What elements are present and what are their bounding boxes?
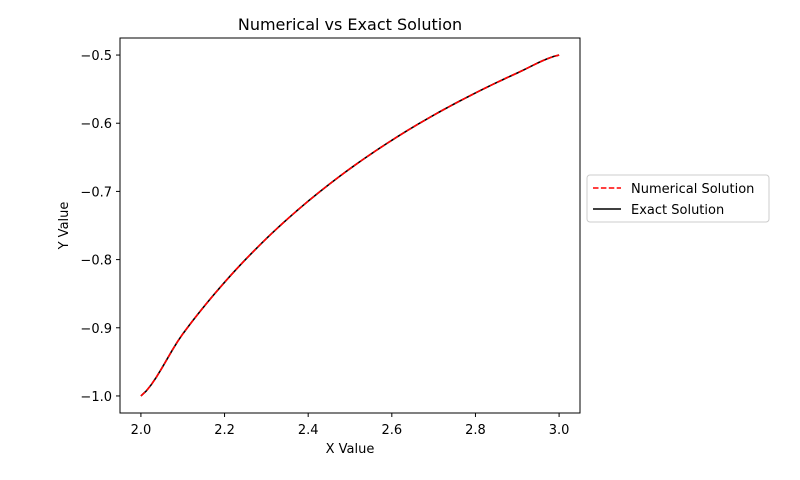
y-tick-label: −0.9 [80,322,112,337]
x-axis-label: X Value [326,442,375,457]
y-tick-label: −0.7 [80,185,112,200]
x-tick-label: 2.2 [214,423,235,438]
chart-title: Numerical vs Exact Solution [238,15,462,34]
x-axis: 2.0 2.2 2.4 2.6 2.8 3.0 [131,413,570,438]
legend-label-numerical: Numerical Solution [631,182,754,197]
plot-frame [119,37,581,414]
y-axis-label: Y Value [57,202,72,251]
series-line-numerical [140,54,560,397]
x-tick-label: 2.0 [131,423,152,438]
x-tick-label: 2.8 [465,423,486,438]
legend-frame [586,174,770,223]
y-tick-label: −0.5 [80,49,112,64]
x-tick-label: 2.6 [381,423,402,438]
series-line-exact [140,54,560,397]
x-tick-label: 2.4 [298,423,319,438]
y-axis: −1.0 −0.9 −0.8 −0.7 −0.6 −0.5 [80,49,120,405]
series-layer [140,54,560,397]
y-tick-label: −0.6 [80,117,112,132]
y-tick-label: −1.0 [80,390,112,405]
legend-label-exact: Exact Solution [631,203,724,218]
x-tick-label: 3.0 [549,423,570,438]
legend: Numerical Solution Exact Solution [586,174,770,223]
y-tick-label: −0.8 [80,254,112,269]
